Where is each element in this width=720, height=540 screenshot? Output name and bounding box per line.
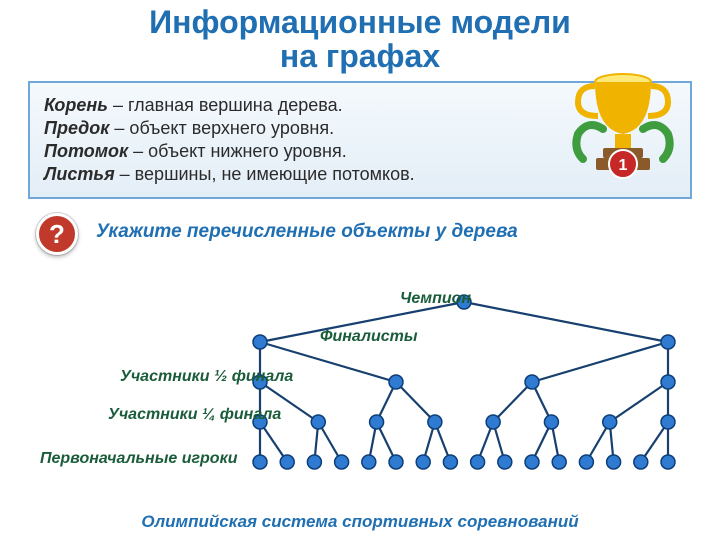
definition-desc: – вершины, не имеющие потомков.	[115, 164, 415, 184]
definition-desc: – объект нижнего уровня.	[128, 141, 347, 161]
question-mark: ?	[49, 219, 65, 250]
definition-term: Потомок	[44, 141, 128, 161]
prompt-row: ? Укажите перечисленные объекты у дерева	[0, 213, 720, 253]
definition-term: Листья	[44, 164, 115, 184]
tree-level-label: Участники ½ финала	[120, 368, 293, 386]
diagram-caption: Олимпийская система спортивных соревнова…	[0, 512, 720, 532]
svg-text:1: 1	[619, 157, 628, 174]
prompt-text: Укажите перечисленные объекты у дерева	[96, 221, 518, 243]
question-icon: ?	[36, 213, 78, 255]
tree-level-label: Чемпион	[400, 290, 471, 308]
definition-desc: – главная вершина дерева.	[108, 95, 343, 115]
definition-term: Предок	[44, 118, 109, 138]
title-line-1: Информационные модели	[0, 6, 720, 40]
definition-term: Корень	[44, 95, 108, 115]
tree-level-label: Первоначальные игроки	[40, 450, 237, 468]
tree-level-label: Участники ¼ финала	[108, 406, 281, 424]
trophy-icon: 1	[568, 64, 678, 194]
tree-level-label: Финалисты	[320, 328, 418, 346]
page-title: Информационные модели на графах	[0, 0, 720, 73]
tree-diagram: Чемпион Финалисты Участники ½ финала Участн…	[0, 290, 720, 520]
definition-desc: – объект верхнего уровня.	[109, 118, 334, 138]
